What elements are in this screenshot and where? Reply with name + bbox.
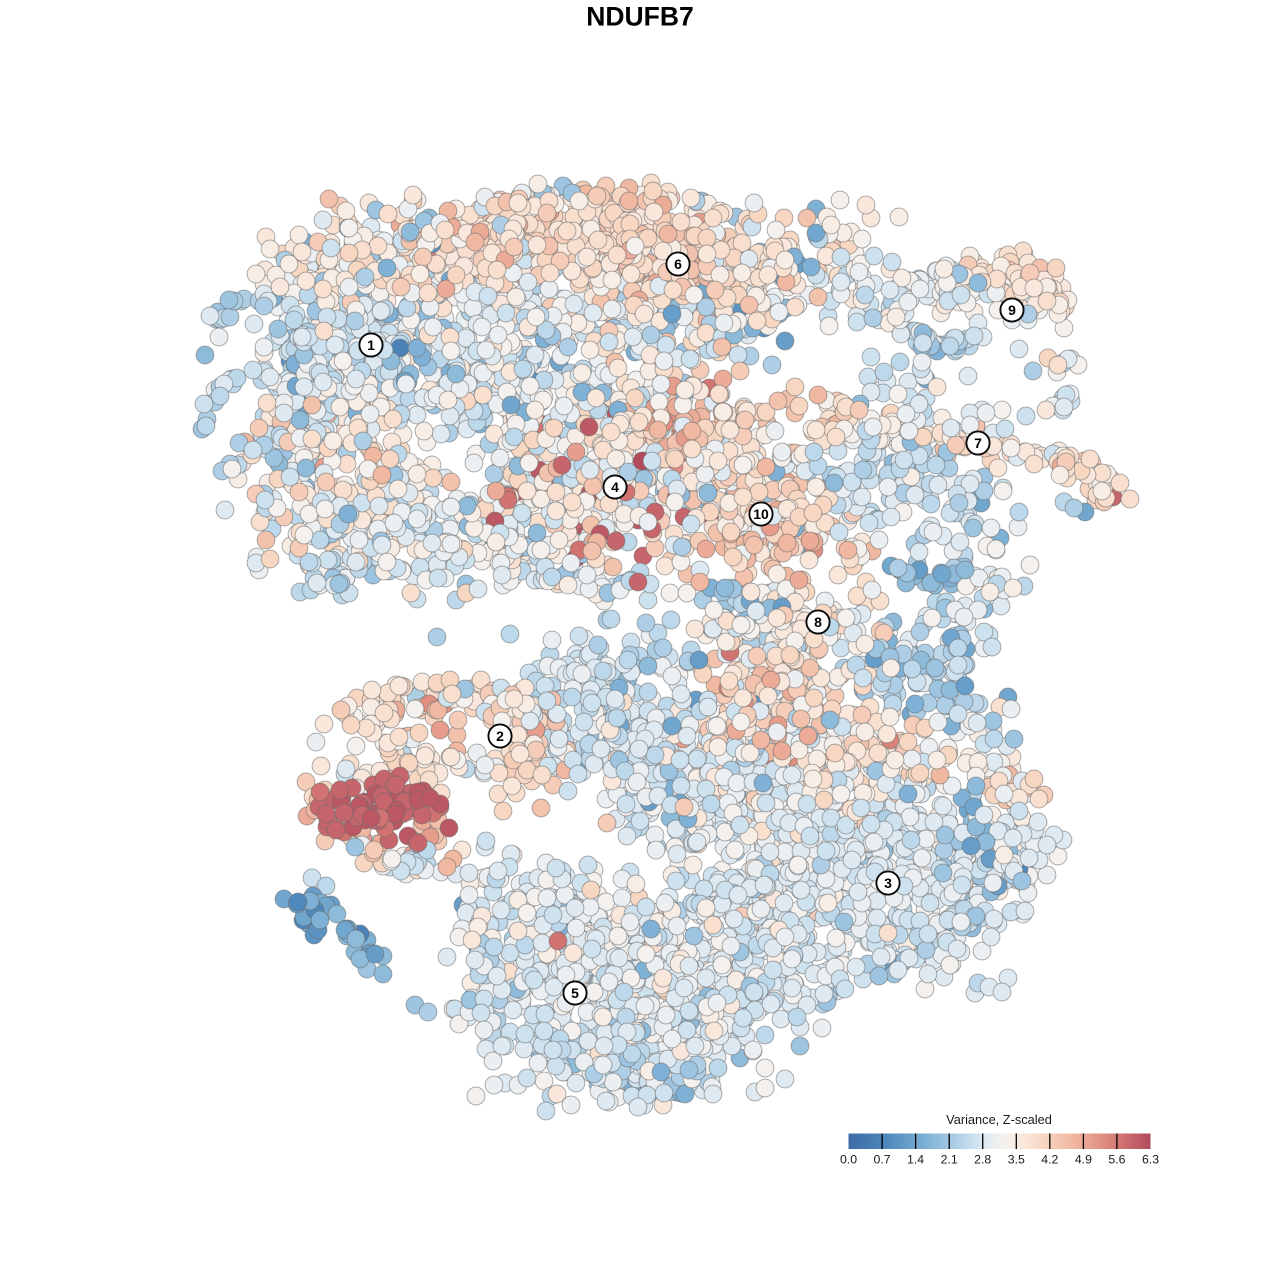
svg-text:NDUFB7: NDUFB7: [586, 2, 693, 32]
